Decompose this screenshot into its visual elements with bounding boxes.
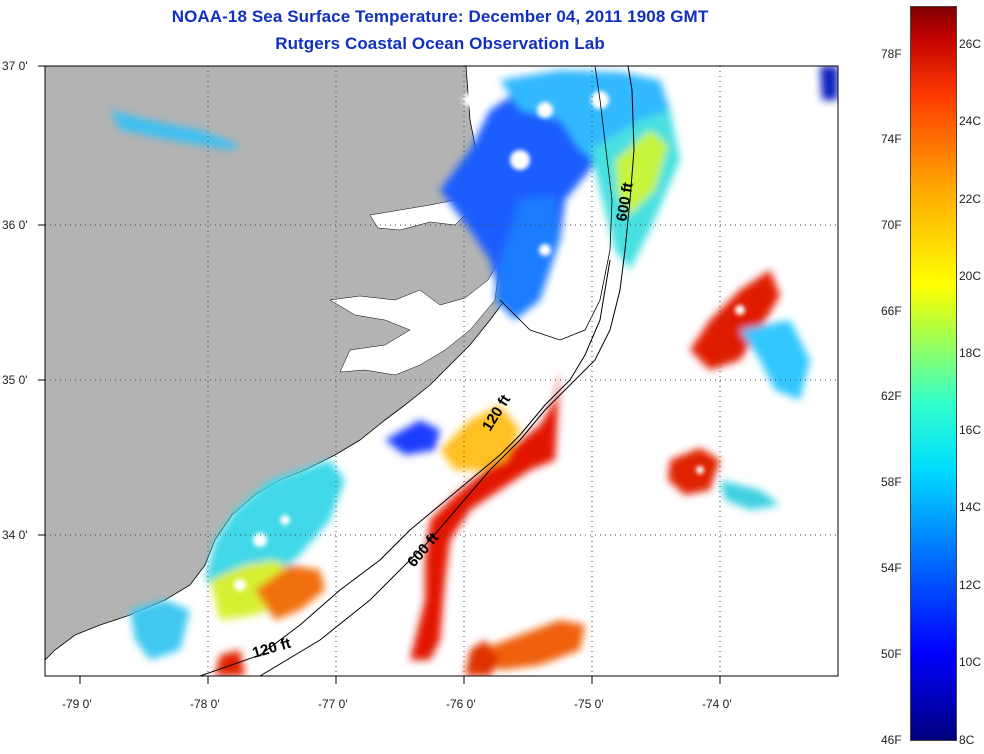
graticule [45, 66, 838, 676]
lat-label-36: 36 0' [2, 218, 28, 232]
cb-c-18: 18C [959, 346, 982, 360]
cb-f-62: 62F [881, 389, 902, 403]
cb-f-50: 50F [881, 647, 902, 661]
map-frame [44, 65, 839, 677]
lon-label-76: -76 0' [446, 697, 476, 711]
ticks [38, 65, 721, 684]
contour-120ft-north [499, 66, 613, 341]
cb-c-20: 20C [959, 269, 982, 283]
cb-f-74: 74F [881, 132, 902, 146]
lon-label-77: -77 0' [318, 697, 348, 711]
cb-f-70: 70F [881, 218, 902, 232]
cb-c-22: 22C [959, 192, 982, 206]
pamlico-sound [329, 259, 501, 376]
cb-c-14: 14C [959, 500, 982, 514]
map-title: NOAA-18 Sea Surface Temperature: Decembe… [171, 7, 709, 26]
lat-label-34: 34 0' [2, 528, 28, 542]
cb-f-46: 46F [881, 733, 902, 747]
cb-f-54: 54F [881, 561, 902, 575]
cb-f-58: 58F [881, 475, 902, 489]
cb-c-10: 10C [959, 655, 982, 669]
cb-c-16: 16C [959, 423, 982, 437]
cb-c-26: 26C [959, 37, 982, 51]
cb-f-78: 78F [881, 47, 902, 61]
cb-c-12: 12C [959, 578, 982, 592]
cb-c-24: 24C [959, 114, 982, 128]
contour-600ft [259, 66, 635, 676]
cb-c-8: 8C [959, 733, 975, 747]
temperature-colorbar [910, 6, 957, 741]
depth-label-600-north: 600 ft [613, 181, 637, 223]
lat-label-37: 37 0' [2, 59, 28, 73]
cloud-mask [234, 91, 745, 591]
sst-field [110, 66, 838, 676]
lon-label-78: -78 0' [190, 697, 220, 711]
lon-label-79: -79 0' [62, 697, 92, 711]
cb-f-66: 66F [881, 304, 902, 318]
lat-label-35: 35 0' [2, 373, 28, 387]
lon-label-75: -75 0' [574, 697, 604, 711]
contour-120ft [199, 259, 611, 676]
map-subtitle: Rutgers Coastal Ocean Observation Lab [275, 34, 605, 53]
lon-label-74: -74 0' [702, 697, 732, 711]
